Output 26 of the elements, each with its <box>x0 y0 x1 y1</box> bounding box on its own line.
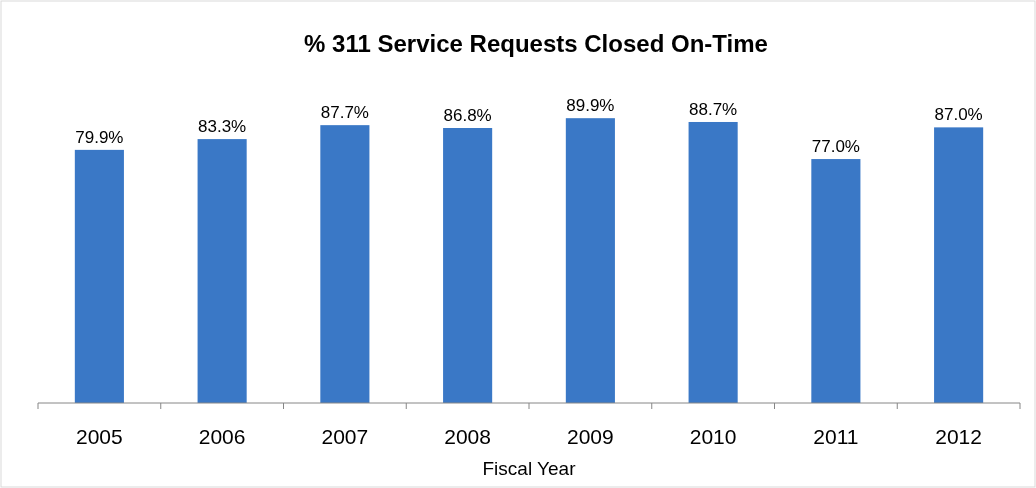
bar <box>934 127 984 403</box>
x-tick-label: 2010 <box>689 425 737 448</box>
data-label: 77.0% <box>811 137 860 157</box>
x-tick-label: 2009 <box>567 425 614 448</box>
data-label: 83.3% <box>198 117 247 137</box>
bar <box>811 159 861 403</box>
bar <box>197 139 247 403</box>
x-tick-label: 2008 <box>444 425 491 448</box>
x-tick-label: 2012 <box>935 425 982 448</box>
data-label: 79.9% <box>75 127 124 147</box>
bar <box>320 125 370 403</box>
data-label: 87.7% <box>320 103 369 123</box>
data-label: 86.8% <box>443 106 492 126</box>
x-tick-label: 2006 <box>198 425 246 448</box>
x-tick-label: 2007 <box>321 425 369 448</box>
data-label: 87.0% <box>934 105 983 125</box>
x-tick-label: 2005 <box>76 425 123 448</box>
bar <box>565 118 615 403</box>
bar <box>74 149 124 403</box>
data-label: 89.9% <box>566 96 615 116</box>
chart-title: % 311 Service Requests Closed On-Time <box>304 30 768 57</box>
x-axis-title: Fiscal Year <box>482 458 577 479</box>
bar <box>443 128 493 403</box>
bar <box>688 121 738 403</box>
data-label: 88.7% <box>689 99 738 119</box>
x-tick-label: 2011 <box>813 425 859 448</box>
